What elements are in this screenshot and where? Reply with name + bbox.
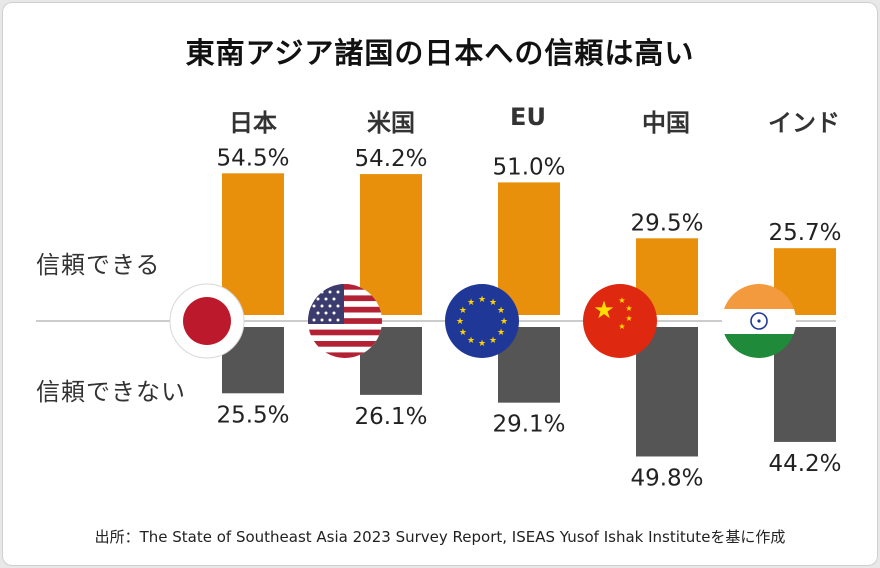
svg-text:★: ★ — [478, 295, 486, 305]
svg-text:★: ★ — [497, 328, 505, 338]
japan-flag-icon — [169, 283, 245, 359]
bar-distrust-china — [636, 327, 698, 457]
eu-flag-icon: ★ ★★★★★★★★★★★ — [445, 284, 519, 358]
india-flag-icon — [722, 284, 796, 358]
svg-text:★: ★ — [625, 314, 632, 323]
data-label-trust-eu: 51.0% — [492, 154, 565, 180]
china-flag-icon: ★ ★ ★ ★ ★ — [583, 284, 657, 358]
svg-text:★: ★ — [467, 298, 475, 308]
row-label-trust: 信頼できる — [36, 251, 161, 279]
category-label-japan: 日本 — [229, 109, 277, 137]
category-label-india: インド — [768, 109, 840, 137]
chart-title: 東南アジア諸国の日本への信頼は高い — [185, 36, 695, 70]
svg-text:★: ★ — [459, 328, 467, 338]
svg-text:★: ★ — [478, 339, 486, 349]
data-label-trust-japan: 54.5% — [216, 145, 289, 171]
category-label-eu: EU — [510, 103, 546, 131]
svg-text:★: ★ — [456, 317, 464, 327]
svg-text:★: ★ — [489, 336, 497, 346]
data-label-distrust-china: 49.8% — [630, 465, 703, 491]
data-label-distrust-eu: 29.1% — [492, 412, 565, 438]
svg-text:★: ★ — [489, 298, 497, 308]
row-label-distrust: 信頼できない — [36, 378, 186, 406]
data-label-distrust-japan: 25.5% — [216, 402, 289, 428]
category-label-usa: 米国 — [367, 109, 415, 137]
data-label-trust-india: 25.7% — [768, 220, 841, 246]
bar-trust-usa — [360, 174, 422, 315]
data-label-trust-usa: 54.2% — [354, 146, 427, 172]
data-label-distrust-india: 44.2% — [768, 451, 841, 477]
data-label-trust-china: 29.5% — [630, 210, 703, 236]
source-note: 出所：The State of Southeast Asia 2023 Surv… — [94, 528, 786, 546]
svg-text:★: ★ — [497, 306, 505, 316]
svg-text:★: ★ — [625, 304, 632, 313]
svg-text:★: ★ — [618, 322, 625, 331]
bar-trust-japan — [222, 173, 284, 315]
data-label-distrust-usa: 26.1% — [354, 404, 427, 430]
svg-text:★: ★ — [500, 317, 508, 327]
svg-text:★: ★ — [459, 306, 467, 316]
svg-text:★: ★ — [618, 296, 625, 305]
bar-trust-eu — [498, 182, 560, 315]
svg-text:★: ★ — [467, 336, 475, 346]
usa-flag-icon — [308, 284, 382, 358]
category-label-china: 中国 — [642, 109, 690, 137]
svg-text:★: ★ — [593, 296, 615, 324]
